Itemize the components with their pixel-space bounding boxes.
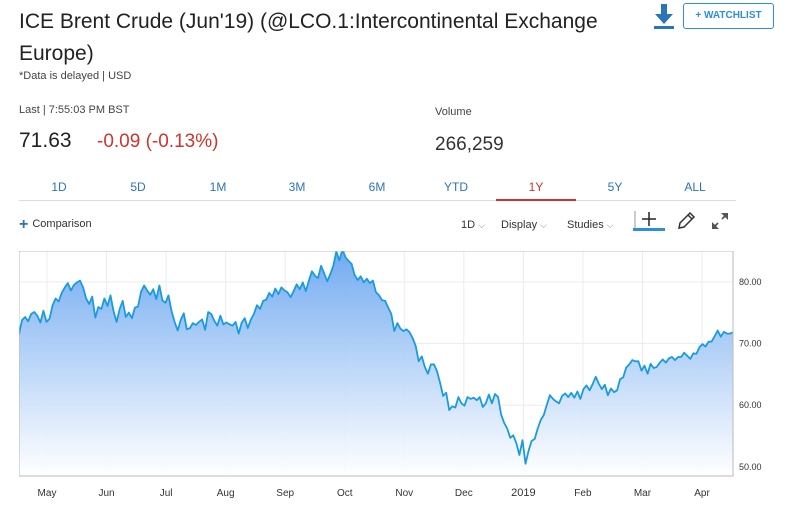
data-delayed-note: *Data is delayed | USD <box>19 70 132 82</box>
price-change: -0.09 (-0.13%) <box>97 131 219 152</box>
time-range-tabs: 1D 5D 1M 3M 6M YTD 1Y 5Y ALL <box>19 174 736 201</box>
chevron-down-icon: ⌵ <box>540 220 547 230</box>
x-tick-label: Sep <box>276 488 294 499</box>
x-tick-label: Mar <box>634 488 652 499</box>
studies-dropdown[interactable]: Studies ⌵ <box>567 219 614 231</box>
tab-1y[interactable]: 1Y <box>496 174 576 201</box>
interval-label: 1D <box>461 219 476 231</box>
pencil-icon[interactable] <box>675 210 705 232</box>
y-tick-label: 60.00 <box>739 400 762 410</box>
plus-icon: + <box>19 216 29 233</box>
comparison-button[interactable]: + Comparison <box>19 216 92 234</box>
display-label: Display <box>501 219 538 231</box>
tab-1d[interactable]: 1D <box>51 180 67 194</box>
expand-icon[interactable] <box>709 210 739 232</box>
x-tick-label: Nov <box>395 488 413 499</box>
comparison-label: Comparison <box>32 218 92 230</box>
interval-dropdown[interactable]: 1D ⌵ <box>461 219 485 231</box>
last-trade-time: Last | 7:55:03 PM BST <box>19 104 130 116</box>
crosshair-icon[interactable] <box>633 210 665 232</box>
y-tick-label: 80.00 <box>739 277 762 287</box>
x-tick-label: Jul <box>160 488 173 499</box>
x-tick-label: May <box>38 488 57 499</box>
download-icon[interactable] <box>652 3 676 29</box>
tab-1m[interactable]: 1M <box>209 180 227 194</box>
tab-5y[interactable]: 5Y <box>607 180 623 194</box>
x-tick-label: Dec <box>455 488 473 499</box>
x-tick-label: Apr <box>694 488 710 499</box>
chevron-down-icon: ⌵ <box>606 220 614 230</box>
display-dropdown[interactable]: Display ⌵ <box>501 219 547 231</box>
chevron-down-icon: ⌵ <box>478 220 485 230</box>
x-tick-label: Aug <box>217 488 235 499</box>
chart-toolbar: + Comparison 1D ⌵ Display ⌵ Studies ⌵ <box>19 210 736 240</box>
plot-frame <box>19 251 734 477</box>
x-tick-label: Oct <box>337 488 353 499</box>
price-area <box>19 251 733 476</box>
studies-label: Studies <box>567 219 604 231</box>
x-axis: May Jun Jul Aug Sep Oct Nov Dec 2019 Feb Mar Apr <box>38 487 711 499</box>
y-tick-label: 70.00 <box>739 338 762 348</box>
tab-ytd[interactable]: YTD <box>444 180 468 194</box>
tab-all[interactable]: ALL <box>684 180 706 194</box>
volume-label: Volume <box>435 106 472 118</box>
page-title: ICE Brent Crude (Jun'19) (@LCO.1:Interco… <box>19 10 598 65</box>
price-line <box>19 251 734 465</box>
x-tick-label: Feb <box>574 488 592 499</box>
x-tick-label: 2019 <box>511 487 535 499</box>
add-to-watchlist-button[interactable]: + WATCHLIST <box>683 3 774 29</box>
price-chart[interactable]: 80.00 70.00 60.00 50.00 May Jun Jul Aug Sep Oct N… <box>19 251 779 507</box>
last-price: 71.63 <box>19 129 72 152</box>
volume-value: 266,259 <box>435 134 504 155</box>
x-tick-label: Jun <box>98 488 114 499</box>
y-tick-label: 50.00 <box>739 462 762 472</box>
tab-3m[interactable]: 3M <box>288 180 306 194</box>
tab-5d[interactable]: 5D <box>130 180 146 194</box>
tab-6m[interactable]: 6M <box>368 180 386 194</box>
y-axis: 80.00 70.00 60.00 50.00 <box>739 277 762 472</box>
